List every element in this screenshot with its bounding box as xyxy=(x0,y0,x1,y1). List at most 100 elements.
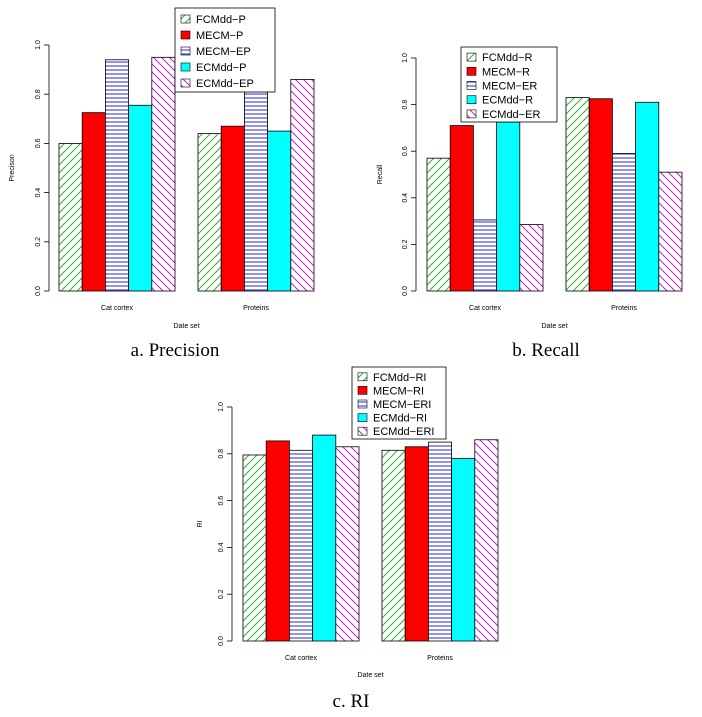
recall-bar-mecm-r-cat-cortex xyxy=(449,125,474,292)
ri-y-tick-label: 0.6 xyxy=(218,496,225,506)
ri-legend-box xyxy=(351,366,447,440)
ri-y-tick-label: 0.2 xyxy=(218,589,225,599)
recall-legend-label-mecm-er: MECM−ER xyxy=(482,81,537,93)
recall-legend-swatch-mecm-r xyxy=(466,67,477,76)
ri-bar-fcmdd-ri-cat-cortex xyxy=(242,454,267,642)
ri-y-axis-label: RI xyxy=(197,520,204,527)
ri-chart: 0.0 0.2 0.4 0.6 0.8 1.0 RI Cat cortex Proteins Da… xyxy=(197,366,499,712)
precison-category-label-proteins: Proteins xyxy=(243,305,269,312)
precison-y-tick-label: 0.0 xyxy=(35,286,42,296)
precison-category-label-cat-cortex: Cat cortex xyxy=(101,305,133,312)
precison-y-tick-label: 0.8 xyxy=(35,89,42,99)
ri-legend-swatch-ecmdd-eri xyxy=(357,426,368,436)
recall-legend-label-ecmdd-er: ECMdd−ER xyxy=(482,109,540,121)
recall-x-axis-label: Date set xyxy=(541,323,567,330)
precison-bar-mecm-ep-cat-cortex xyxy=(105,59,130,292)
recall-legend-swatch-ecmdd-er xyxy=(466,109,477,119)
ri-bar-mecm-eri-cat-cortex xyxy=(288,449,313,642)
recall-legend: FCMdd−R MECM−R MECM−ER ECMdd−R ECMdd−ER xyxy=(460,46,558,123)
precison-legend-swatch-ecmdd-p xyxy=(180,62,191,72)
precison-legend-box xyxy=(174,7,276,93)
ri-y-tick-label: 0.4 xyxy=(218,542,225,552)
recall-y-tick-label: 0.0 xyxy=(402,286,409,296)
ri-bar-fcmdd-ri-proteins xyxy=(381,449,406,642)
recall-y-tick-label: 0.8 xyxy=(402,100,409,110)
precison-bar-mecm-ep-proteins xyxy=(243,80,268,292)
precison-bar-ecmdd-p-cat-cortex xyxy=(128,104,153,292)
recall-y-tick-label: 0.4 xyxy=(402,193,409,203)
ri-x-axis-label: Date set xyxy=(357,672,383,679)
recall-legend-swatch-ecmdd-r xyxy=(466,95,477,104)
precison-legend-swatch-fcmdd-p xyxy=(180,14,191,24)
ri-legend-label-ecmdd-eri: ECMdd−ERI xyxy=(373,426,434,438)
ri-legend-swatch-fcmdd-ri xyxy=(357,372,368,382)
ri-category-label-proteins: Proteins xyxy=(427,655,453,662)
precison-bar-ecmdd-ep-proteins xyxy=(290,79,315,292)
precison-bar-mecm-p-proteins xyxy=(220,125,245,292)
ri-legend-swatch-mecm-eri xyxy=(357,399,368,409)
recall-bar-ecmdd-er-cat-cortex xyxy=(519,224,544,292)
ri-bar-ecmdd-eri-proteins xyxy=(474,439,499,642)
recall-legend-box xyxy=(460,46,558,123)
ri-legend-swatch-ecmdd-ri xyxy=(357,413,368,422)
precison-legend: FCMdd−P MECM−P MECM−EP ECMdd−P ECMdd−EP xyxy=(174,7,276,93)
recall-caption: b. Recall xyxy=(512,340,580,361)
ri-bar-mecm-eri-proteins xyxy=(427,441,452,642)
recall-y-tick-label: 0.2 xyxy=(402,239,409,249)
ri-legend-swatch-mecm-ri xyxy=(357,386,368,395)
precision-chart: 0.0 0.2 0.4 0.6 0.8 1.0 Precison Cat cortex Prot… xyxy=(9,7,315,361)
precison-y-axis-label: Precison xyxy=(9,154,16,181)
recall-legend-swatch-fcmdd-r xyxy=(466,52,477,62)
recall-y-axis-label: Recall xyxy=(377,164,384,184)
ri-category-label-cat-cortex: Cat cortex xyxy=(285,655,317,662)
recall-bar-mecm-er-cat-cortex xyxy=(472,219,497,292)
precison-legend-swatch-ecmdd-ep xyxy=(180,78,191,88)
precison-y-tick-label: 1.0 xyxy=(35,40,42,50)
ri-y-tick-label: 0.8 xyxy=(218,449,225,459)
recall-legend-swatch-mecm-er xyxy=(466,81,477,90)
precison-bar-ecmdd-ep-cat-cortex xyxy=(151,56,176,292)
precison-legend-label-ecmdd-ep: ECMdd−EP xyxy=(196,78,254,90)
recall-bar-mecm-er-proteins xyxy=(612,153,637,292)
precison-x-axis-label: Date set xyxy=(173,323,199,330)
recall-legend-label-mecm-r: MECM−R xyxy=(482,66,530,78)
precison-caption: a. Precision xyxy=(131,340,220,361)
recall-bar-fcmdd-r-proteins xyxy=(565,97,590,292)
recall-bar-ecmdd-r-cat-cortex xyxy=(496,121,521,292)
recall-category-label-proteins: Proteins xyxy=(611,305,637,312)
ri-bar-ecmdd-ri-cat-cortex xyxy=(312,434,337,642)
ri-caption: c. RI xyxy=(333,691,370,712)
precison-bar-fcmdd-p-cat-cortex xyxy=(58,142,83,292)
precison-bar-fcmdd-p-proteins xyxy=(197,133,222,292)
precison-legend-label-fcmdd-p: FCMdd−P xyxy=(196,14,246,26)
precison-y-tick-label: 0.2 xyxy=(35,237,42,247)
ri-bar-mecm-ri-cat-cortex xyxy=(265,440,290,642)
recall-category-label-cat-cortex: Cat cortex xyxy=(469,305,501,312)
precison-legend-label-ecmdd-p: ECMdd−P xyxy=(196,62,246,74)
recall-bar-fcmdd-r-cat-cortex xyxy=(426,157,451,292)
precison-bar-ecmdd-p-proteins xyxy=(267,130,292,292)
recall-legend-label-ecmdd-r: ECMdd−R xyxy=(482,95,533,107)
ri-legend-label-ecmdd-ri: ECMdd−RI xyxy=(373,413,427,425)
recall-bar-mecm-r-proteins xyxy=(588,98,613,292)
precison-legend-label-mecm-ep: MECM−EP xyxy=(196,46,251,58)
recall-legend-label-fcmdd-r: FCMdd−R xyxy=(482,52,532,64)
ri-legend-label-mecm-eri: MECM−ERI xyxy=(373,399,431,411)
recall-chart: 0.0 0.2 0.4 0.6 0.8 1.0 Recall Cat cortex Protei… xyxy=(377,46,683,361)
ri-legend-label-mecm-ri: MECM−RI xyxy=(373,385,424,397)
recall-y-tick-label: 0.6 xyxy=(402,146,409,156)
ri-y-tick-label: 0.0 xyxy=(218,636,225,646)
precison-legend-swatch-mecm-ep xyxy=(180,46,191,56)
precison-y-tick-label: 0.4 xyxy=(35,188,42,198)
ri-legend-label-fcmdd-ri: FCMdd−RI xyxy=(373,372,427,384)
ri-y-tick-label: 1.0 xyxy=(218,402,225,412)
ri-bar-ecmdd-ri-proteins xyxy=(451,458,476,642)
precison-legend-label-mecm-p: MECM−P xyxy=(196,30,243,42)
ri-bar-mecm-ri-proteins xyxy=(404,446,429,642)
precison-bar-mecm-p-cat-cortex xyxy=(81,112,106,292)
precison-legend-swatch-mecm-p xyxy=(180,30,191,40)
recall-bar-ecmdd-er-proteins xyxy=(658,171,683,292)
